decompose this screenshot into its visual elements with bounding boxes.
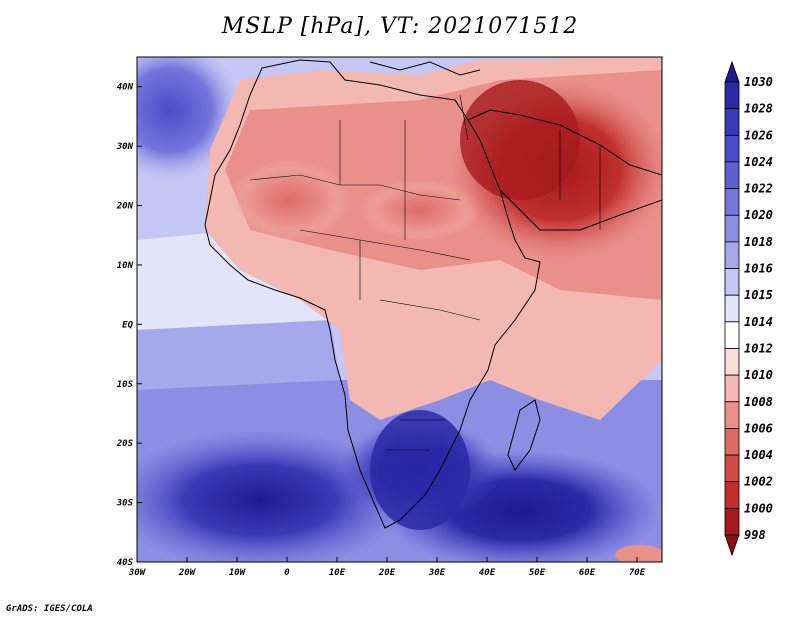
colorbar-label: 1010: [744, 368, 773, 382]
lat-tick-label: 20N: [116, 202, 134, 212]
colorbar-label: 1004: [744, 448, 773, 462]
colorbar-label: 1026: [744, 128, 773, 142]
lon-tick-label: 70E: [629, 568, 646, 578]
colorbar-label: 1006: [744, 421, 773, 435]
colorbar-label: 1012: [744, 341, 773, 355]
colorbar-box: [724, 454, 740, 483]
colorbar-label: 1030: [744, 75, 773, 89]
colorbar-label: 1020: [744, 208, 773, 222]
lon-tick-label: 10W: [229, 568, 247, 578]
colorbar-label: 1028: [744, 102, 773, 116]
lat-tick-label: 30N: [116, 142, 134, 152]
colorbar-box: [724, 188, 740, 216]
colorbar-box: [724, 374, 740, 403]
colorbar-bottom-triangle: [724, 534, 740, 557]
pressure-field: [137, 57, 662, 562]
colorbar-label: 1015: [744, 288, 773, 302]
colorbar-box: [724, 134, 740, 163]
colorbar-box: [724, 428, 740, 456]
lon-tick-label: 40E: [479, 568, 496, 578]
lat-tick-label: 20S: [116, 439, 134, 449]
map-title: MSLP [hPa], VT: 2021071512: [221, 14, 579, 39]
colorbar-box: [724, 321, 740, 349]
lon-tick-label: 60E: [579, 568, 596, 578]
lat-tick-label: 10S: [117, 380, 134, 390]
lon-tick-label: 30E: [428, 568, 446, 578]
colorbar: 1030 1028 1026 1024 1022 1020 1018 1016 1015 1014…: [724, 60, 773, 557]
colorbar-label: 1016: [744, 262, 773, 276]
lat-tick-label: 10N: [117, 261, 134, 271]
colorbar-box: [724, 401, 740, 429]
lon-tick-label: 20E: [378, 568, 396, 578]
colorbar-box: [724, 214, 740, 243]
lat-tick-label: EQ: [122, 320, 133, 330]
plot-frame: [136, 56, 663, 563]
latitude-ticks: 40N 30N 20N 10N EQ 10S 20S 30S 40S: [116, 83, 142, 568]
colorbar-box: [724, 161, 740, 189]
lon-tick-label: 10E: [329, 568, 346, 578]
colorbar-label: 1022: [744, 182, 773, 196]
grads-credit: GrADS: IGES/COLA: [6, 604, 93, 614]
colorbar-box: [724, 507, 740, 536]
lon-tick-label: 0: [284, 568, 290, 578]
colorbar-label: 1018: [744, 235, 773, 249]
colorbar-box: [724, 348, 740, 376]
colorbar-label: 998: [744, 528, 766, 542]
colorbar-label: 1000: [744, 501, 773, 515]
lon-tick-label: 20W: [178, 568, 197, 578]
colorbar-box: [724, 481, 740, 509]
colorbar-box: [724, 108, 740, 136]
lat-tick-label: 30S: [116, 499, 134, 509]
colorbar-label: 1002: [744, 475, 773, 489]
colorbar-top-triangle: [724, 60, 740, 83]
colorbar-box: [724, 81, 740, 110]
colorbar-box: [724, 241, 740, 269]
colorbar-label: 1014: [744, 315, 773, 329]
longitude-ticks: 30W 20W 10W 0 10E 20E 30E 40E 50E 60E 70E: [128, 557, 646, 578]
colorbar-label: 1008: [744, 395, 773, 409]
lat-tick-label: 40N: [117, 83, 134, 93]
country-borders: [249, 94, 601, 451]
lat-tick-label: 40S: [117, 558, 134, 568]
lon-tick-label: 30W: [128, 568, 147, 578]
lon-tick-label: 50E: [529, 568, 546, 578]
colorbar-label: 1024: [744, 155, 773, 169]
colorbar-box: [724, 294, 740, 323]
coastlines: [204, 59, 662, 529]
colorbar-box: [724, 268, 740, 296]
